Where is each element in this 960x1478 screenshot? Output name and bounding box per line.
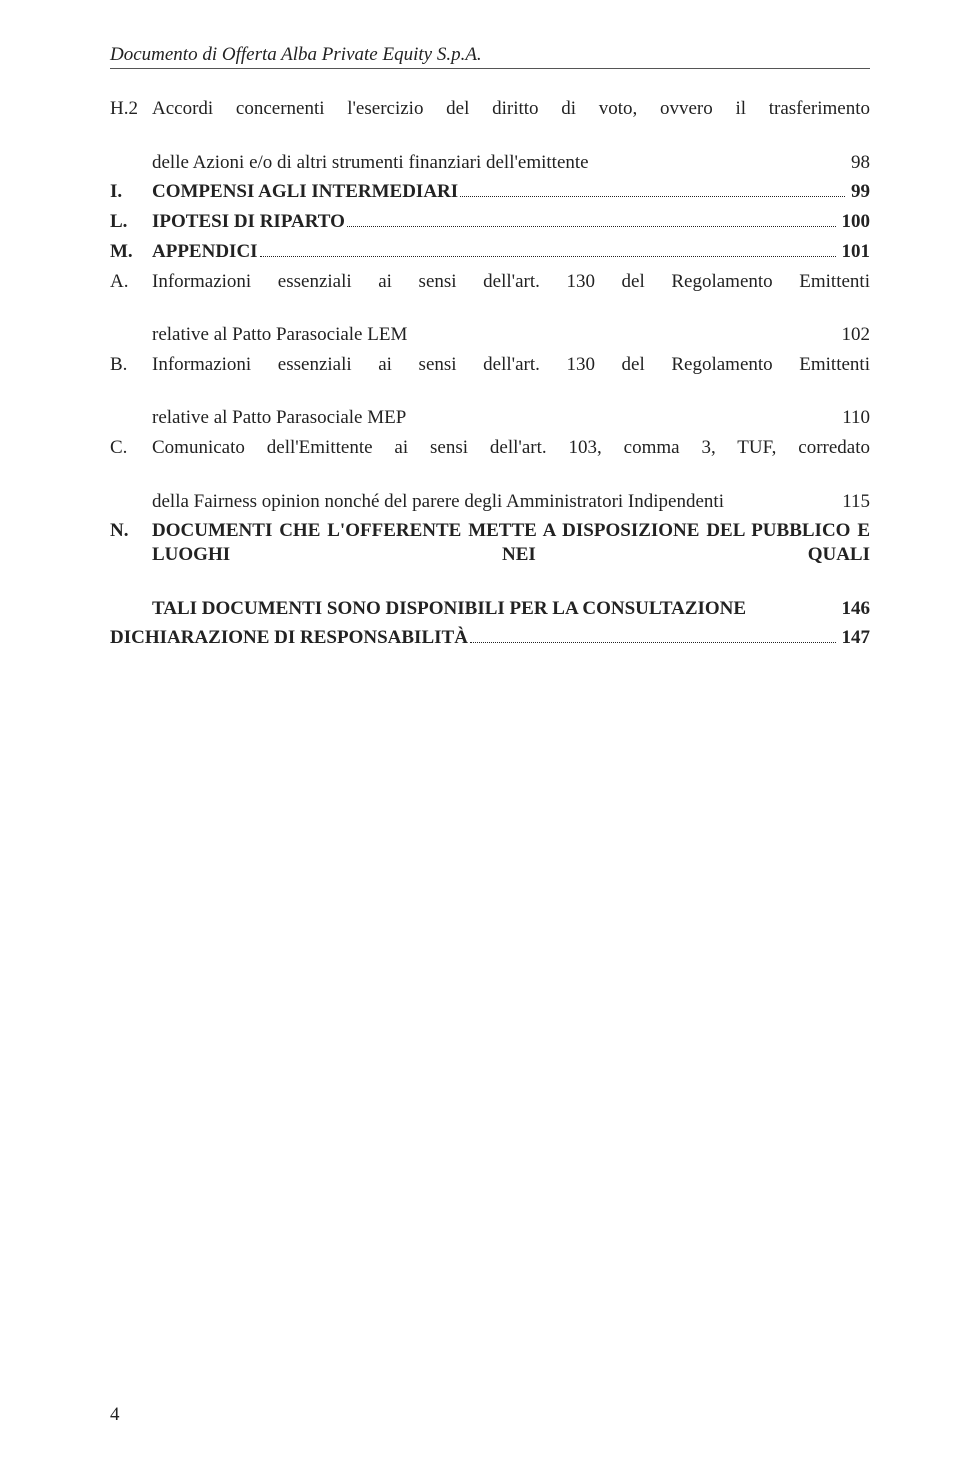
toc-label: I. bbox=[110, 180, 152, 204]
toc-page: 110 bbox=[838, 406, 870, 430]
toc-page: 147 bbox=[838, 626, 871, 650]
toc-text: della Fairness opinion nonché del parere… bbox=[152, 490, 838, 514]
toc-label: B. bbox=[110, 353, 152, 377]
toc-page: 98 bbox=[847, 151, 870, 175]
toc-text: Informazioni essenziali ai sensi dell'ar… bbox=[152, 353, 870, 401]
toc-label: C. bbox=[110, 436, 152, 460]
toc-page: 102 bbox=[838, 323, 871, 347]
toc-row: C.Comunicato dell'Emittente ai sensi del… bbox=[110, 436, 870, 484]
toc-text: relative al Patto Parasociale MEP bbox=[152, 406, 838, 430]
toc-label: M. bbox=[110, 240, 152, 264]
table-of-contents: H.2Accordi concernenti l'esercizio del d… bbox=[110, 97, 870, 650]
toc-row: B.Informazioni essenziali ai sensi dell'… bbox=[110, 353, 870, 401]
toc-text: DICHIARAZIONE DI RESPONSABILITÀ bbox=[110, 626, 838, 650]
toc-text: TALI DOCUMENTI SONO DISPONIBILI PER LA C… bbox=[152, 597, 838, 621]
toc-label: L. bbox=[110, 210, 152, 234]
page-number: 4 bbox=[110, 1404, 120, 1426]
toc-text: COMPENSI AGLI INTERMEDIARI bbox=[152, 180, 847, 204]
toc-text: Comunicato dell'Emittente ai sensi dell'… bbox=[152, 436, 870, 484]
toc-leader bbox=[347, 226, 836, 227]
toc-text: Accordi concernenti l'esercizio del diri… bbox=[152, 97, 870, 145]
toc-label: H.2 bbox=[110, 97, 152, 121]
toc-page: 101 bbox=[838, 240, 871, 264]
document-page: Documento di Offerta Alba Private Equity… bbox=[0, 0, 960, 1478]
toc-row: delle Azioni e/o di altri strumenti fina… bbox=[110, 151, 870, 175]
toc-row: DICHIARAZIONE DI RESPONSABILITÀ147 bbox=[110, 626, 870, 650]
toc-label: A. bbox=[110, 270, 152, 294]
toc-leader bbox=[260, 256, 836, 257]
toc-text: APPENDICI bbox=[152, 240, 838, 264]
toc-page: 146 bbox=[838, 597, 871, 621]
toc-page: 99 bbox=[847, 180, 870, 204]
running-head: Documento di Offerta Alba Private Equity… bbox=[110, 44, 870, 69]
toc-row: H.2Accordi concernenti l'esercizio del d… bbox=[110, 97, 870, 145]
toc-leader bbox=[470, 642, 836, 643]
toc-row: L.IPOTESI DI RIPARTO100 bbox=[110, 210, 870, 234]
running-title: Documento di Offerta Alba Private Equity… bbox=[110, 44, 482, 65]
toc-row: A.Informazioni essenziali ai sensi dell'… bbox=[110, 270, 870, 318]
toc-text: delle Azioni e/o di altri strumenti fina… bbox=[152, 151, 847, 175]
toc-page: 100 bbox=[838, 210, 871, 234]
toc-text: Informazioni essenziali ai sensi dell'ar… bbox=[152, 270, 870, 318]
toc-row: I.COMPENSI AGLI INTERMEDIARI99 bbox=[110, 180, 870, 204]
toc-row: relative al Patto Parasociale LEM102 bbox=[110, 323, 870, 347]
toc-page: 115 bbox=[838, 490, 870, 514]
toc-row: M.APPENDICI101 bbox=[110, 240, 870, 264]
toc-row: della Fairness opinion nonché del parere… bbox=[110, 490, 870, 514]
toc-row: N.DOCUMENTI CHE L'OFFERENTE METTE A DISP… bbox=[110, 519, 870, 590]
toc-text: IPOTESI DI RIPARTO bbox=[152, 210, 838, 234]
toc-leader bbox=[460, 196, 845, 197]
toc-text: DOCUMENTI CHE L'OFFERENTE METTE A DISPOS… bbox=[152, 519, 870, 590]
toc-text: relative al Patto Parasociale LEM bbox=[152, 323, 838, 347]
toc-label: N. bbox=[110, 519, 152, 543]
toc-row: relative al Patto Parasociale MEP110 bbox=[110, 406, 870, 430]
toc-row: TALI DOCUMENTI SONO DISPONIBILI PER LA C… bbox=[110, 597, 870, 621]
